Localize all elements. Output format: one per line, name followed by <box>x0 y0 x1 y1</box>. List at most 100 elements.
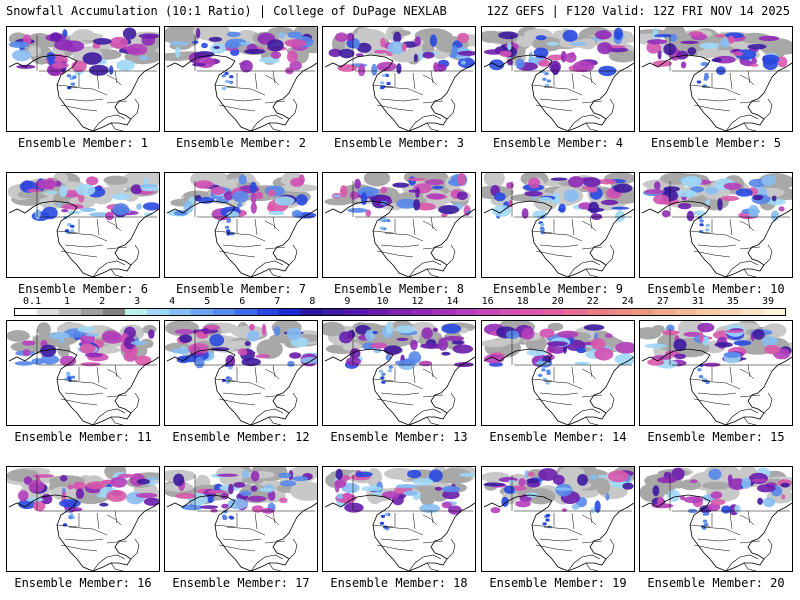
colorbar-segment <box>103 309 125 315</box>
ensemble-member-panel <box>481 466 635 572</box>
snowfall-map <box>482 321 634 425</box>
colorbar-segment <box>235 309 257 315</box>
ensemble-member-label: Ensemble Member: 2 <box>175 136 307 150</box>
colorbar-segment <box>81 309 103 315</box>
ensemble-member-panel <box>481 320 635 426</box>
ensemble-member-panel <box>481 172 635 278</box>
snowfall-map <box>165 321 317 425</box>
snowfall-map <box>7 173 159 277</box>
colorbar-segment <box>345 309 367 315</box>
colorbar-segment <box>323 309 345 315</box>
ensemble-member-label: Ensemble Member: 19 <box>489 576 627 590</box>
colorbar-segment <box>741 309 763 315</box>
colorbar-tick-label: 3 <box>134 296 141 307</box>
snowfall-map <box>165 173 317 277</box>
colorbar-tick-label: 9 <box>344 296 351 307</box>
ensemble-member-label: Ensemble Member: 1 <box>17 136 149 150</box>
ensemble-member-panel <box>639 320 793 426</box>
ensemble-member-panel <box>639 172 793 278</box>
snowfall-map <box>323 321 475 425</box>
colorbar-tick-label: 7 <box>274 296 281 307</box>
ensemble-member-panel <box>164 26 318 132</box>
colorbar-segment <box>433 309 455 315</box>
colorbar-segment <box>367 309 389 315</box>
ensemble-member-panel <box>164 320 318 426</box>
snowfall-map <box>7 467 159 571</box>
ensemble-member-label: Ensemble Member: 7 <box>175 282 307 296</box>
ensemble-member-label: Ensemble Member: 6 <box>17 282 149 296</box>
colorbar-labels: 0.1 1 2 3 4 5 6 7 8 9 10 12 14 16 18 20 22 24 27 31 35 39 <box>14 296 786 308</box>
snowfall-map <box>640 27 792 131</box>
snowfall-map <box>323 27 475 131</box>
snowfall-map <box>165 467 317 571</box>
ensemble-member-label: Ensemble Member: 16 <box>14 576 152 590</box>
colorbar-tick-label: 4 <box>169 296 176 307</box>
colorbar-tick-label: 24 <box>621 296 634 307</box>
ensemble-member-panel <box>6 26 160 132</box>
ensemble-member-label: Ensemble Member: 10 <box>647 282 785 296</box>
colorbar-segment <box>763 309 785 315</box>
colorbar-segment <box>389 309 411 315</box>
colorbar-segment <box>257 309 279 315</box>
colorbar-segment <box>147 309 169 315</box>
colorbar-segment <box>279 309 301 315</box>
colorbar-segment <box>499 309 521 315</box>
snowfall-map <box>640 173 792 277</box>
colorbar-segment <box>521 309 543 315</box>
snowfall-map <box>640 321 792 425</box>
ensemble-member-label: Ensemble Member: 15 <box>647 430 785 444</box>
colorbar-tick-label: 22 <box>586 296 599 307</box>
ensemble-member-label: Ensemble Member: 5 <box>650 136 782 150</box>
colorbar-tick-label: 2 <box>99 296 106 307</box>
colorbar-tick-label: 1 <box>64 296 71 307</box>
colorbar-tick-label: 31 <box>691 296 704 307</box>
colorbar-tick-label: 6 <box>239 296 246 307</box>
colorbar-tick-label: 5 <box>204 296 211 307</box>
colorbar-segment <box>587 309 609 315</box>
colorbar-segment <box>15 309 37 315</box>
colorbar-tick-label: 39 <box>761 296 775 307</box>
colorbar-segment <box>169 309 191 315</box>
colorbar-tick-label: 35 <box>726 296 739 307</box>
colorbar-tick-label: 27 <box>656 296 669 307</box>
colorbar-tick-label: 10 <box>376 296 389 307</box>
ensemble-member-label: Ensemble Member: 20 <box>647 576 785 590</box>
ensemble-member-panel <box>322 26 476 132</box>
colorbar-tick-label: 20 <box>551 296 564 307</box>
colorbar-segment <box>125 309 147 315</box>
colorbar-segment <box>675 309 697 315</box>
ensemble-member-label: Ensemble Member: 4 <box>492 136 624 150</box>
ensemble-member-label: Ensemble Member: 9 <box>492 282 624 296</box>
ensemble-member-label: Ensemble Member: 14 <box>489 430 627 444</box>
snowfall-map <box>482 173 634 277</box>
colorbar-tick-label: 16 <box>481 296 494 307</box>
colorbar-segment <box>543 309 565 315</box>
ensemble-member-panel <box>6 320 160 426</box>
colorbar-segment <box>301 309 323 315</box>
ensemble-member-panel <box>6 466 160 572</box>
ensemble-member-label: Ensemble Member: 8 <box>333 282 465 296</box>
colorbar-tick-label: 14 <box>446 296 459 307</box>
ensemble-member-label: Ensemble Member: 13 <box>330 430 468 444</box>
ensemble-member-label: Ensemble Member: 3 <box>333 136 465 150</box>
ensemble-member-label: Ensemble Member: 17 <box>172 576 310 590</box>
ensemble-member-panel <box>164 172 318 278</box>
chart-title: Snowfall Accumulation (10:1 Ratio) | Col… <box>6 4 447 18</box>
ensemble-member-panel <box>322 466 476 572</box>
colorbar-tick-label: 8 <box>309 296 316 307</box>
snowfall-map <box>7 321 159 425</box>
ensemble-member-panel <box>6 172 160 278</box>
colorbar-tick-label: 12 <box>411 296 424 307</box>
colorbar-segment <box>631 309 653 315</box>
snowfall-map <box>482 467 634 571</box>
colorbar-segment <box>37 309 59 315</box>
ensemble-member-panel <box>481 26 635 132</box>
colorbar-segment <box>653 309 675 315</box>
colorbar-segment <box>565 309 587 315</box>
ensemble-member-panel <box>322 172 476 278</box>
model-run-info: 12Z GEFS | F120 Valid: 12Z FRI NOV 14 20… <box>486 4 790 18</box>
ensemble-member-panel <box>164 466 318 572</box>
colorbar-segment <box>411 309 433 315</box>
colorbar-tick-label: 0.1 <box>22 296 42 307</box>
colorbar-segment <box>59 309 81 315</box>
